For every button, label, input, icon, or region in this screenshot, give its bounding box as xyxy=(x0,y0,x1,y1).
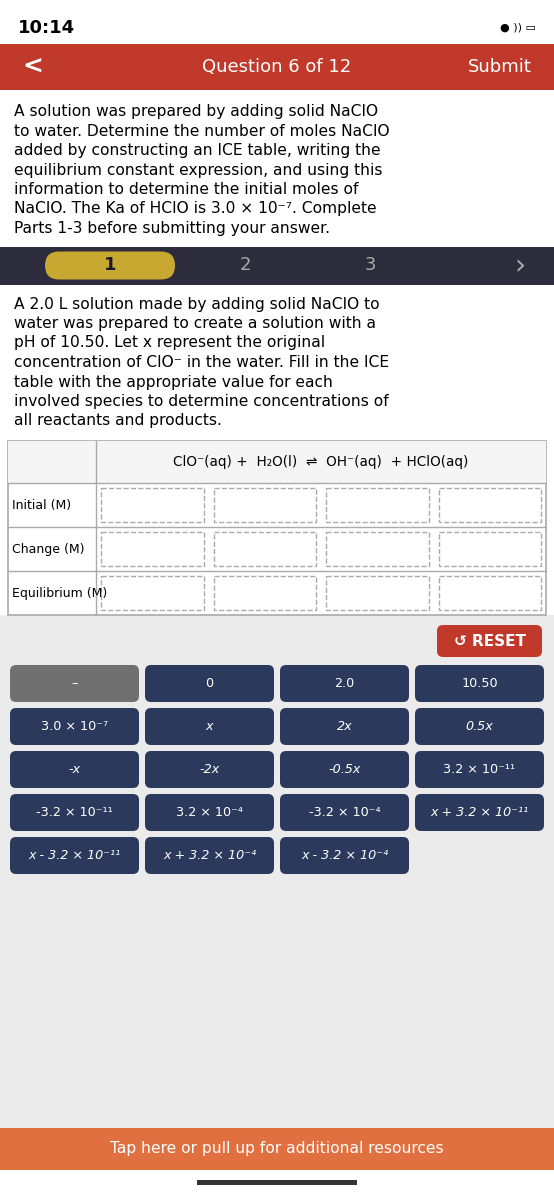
Text: 3.2 × 10⁻¹¹: 3.2 × 10⁻¹¹ xyxy=(443,763,516,776)
FancyBboxPatch shape xyxy=(280,708,409,745)
Text: 3.0 × 10⁻⁷: 3.0 × 10⁻⁷ xyxy=(41,720,108,733)
Text: added by constructing an ICE table, writing the: added by constructing an ICE table, writ… xyxy=(14,143,381,158)
Text: water was prepared to create a solution with a: water was prepared to create a solution … xyxy=(14,316,376,331)
FancyBboxPatch shape xyxy=(437,625,542,658)
Bar xyxy=(0,1128,554,1170)
FancyBboxPatch shape xyxy=(10,838,139,874)
Bar xyxy=(213,576,316,610)
Text: Equilibrium (M): Equilibrium (M) xyxy=(12,587,107,600)
Text: x: x xyxy=(206,720,213,733)
FancyBboxPatch shape xyxy=(280,838,409,874)
Bar xyxy=(0,44,554,90)
FancyBboxPatch shape xyxy=(280,665,409,702)
Text: -3.2 × 10⁻¹¹: -3.2 × 10⁻¹¹ xyxy=(36,806,113,818)
Bar xyxy=(8,440,546,482)
Text: A solution was prepared by adding solid NaClO: A solution was prepared by adding solid … xyxy=(14,104,378,119)
Text: concentration of ClO⁻ in the water. Fill in the ICE: concentration of ClO⁻ in the water. Fill… xyxy=(14,355,389,370)
FancyBboxPatch shape xyxy=(145,751,274,788)
Text: 1: 1 xyxy=(104,257,116,275)
FancyBboxPatch shape xyxy=(280,751,409,788)
Text: -3.2 × 10⁻⁴: -3.2 × 10⁻⁴ xyxy=(309,806,380,818)
Text: ● )) ▭: ● )) ▭ xyxy=(500,23,536,32)
Bar xyxy=(197,1180,357,1186)
FancyBboxPatch shape xyxy=(415,665,544,702)
Text: -0.5x: -0.5x xyxy=(329,763,361,776)
Text: 2x: 2x xyxy=(337,720,352,733)
Bar xyxy=(101,532,203,566)
FancyBboxPatch shape xyxy=(145,838,274,874)
FancyBboxPatch shape xyxy=(280,794,409,830)
Text: Initial (M): Initial (M) xyxy=(12,498,71,511)
FancyBboxPatch shape xyxy=(10,708,139,745)
Bar xyxy=(101,576,203,610)
Bar xyxy=(326,532,428,566)
Text: -2x: -2x xyxy=(199,763,219,776)
Text: -x: -x xyxy=(69,763,80,776)
Text: 10.50: 10.50 xyxy=(461,677,498,690)
Text: 10:14: 10:14 xyxy=(18,19,75,37)
Bar xyxy=(0,246,554,284)
Bar xyxy=(326,576,428,610)
Bar xyxy=(213,488,316,522)
Text: table with the appropriate value for each: table with the appropriate value for eac… xyxy=(14,374,333,390)
Bar xyxy=(8,440,546,614)
FancyBboxPatch shape xyxy=(415,708,544,745)
FancyBboxPatch shape xyxy=(145,794,274,830)
Text: Tap here or pull up for additional resources: Tap here or pull up for additional resou… xyxy=(110,1141,444,1157)
FancyBboxPatch shape xyxy=(10,665,139,702)
Text: equilibrium constant expression, and using this: equilibrium constant expression, and usi… xyxy=(14,162,382,178)
Bar xyxy=(101,488,203,522)
FancyBboxPatch shape xyxy=(10,751,139,788)
Bar xyxy=(439,532,541,566)
Text: 3.2 × 10⁻⁴: 3.2 × 10⁻⁴ xyxy=(176,806,243,818)
Text: NaClO. The Ka of HClO is 3.0 × 10⁻⁷. Complete: NaClO. The Ka of HClO is 3.0 × 10⁻⁷. Com… xyxy=(14,202,377,216)
Text: Submit: Submit xyxy=(468,58,532,76)
Text: pH of 10.50. Let x represent the original: pH of 10.50. Let x represent the origina… xyxy=(14,336,325,350)
Text: information to determine the initial moles of: information to determine the initial mol… xyxy=(14,182,358,197)
Text: 0.5x: 0.5x xyxy=(465,720,494,733)
Text: x - 3.2 × 10⁻¹¹: x - 3.2 × 10⁻¹¹ xyxy=(28,850,121,862)
FancyBboxPatch shape xyxy=(45,252,175,280)
Text: x + 3.2 × 10⁻⁴: x + 3.2 × 10⁻⁴ xyxy=(163,850,256,862)
FancyBboxPatch shape xyxy=(415,794,544,830)
Text: <: < xyxy=(22,55,43,79)
Bar xyxy=(439,488,541,522)
Text: Parts 1-3 before submitting your answer.: Parts 1-3 before submitting your answer. xyxy=(14,221,330,236)
Text: Change (M): Change (M) xyxy=(12,542,85,556)
Text: to water. Determine the number of moles NaClO: to water. Determine the number of moles … xyxy=(14,124,389,138)
Text: 2: 2 xyxy=(239,257,251,275)
Text: x + 3.2 × 10⁻¹¹: x + 3.2 × 10⁻¹¹ xyxy=(430,806,529,818)
Text: ClO⁻(aq) +  H₂O(l)  ⇌  OH⁻(aq)  + HClO(aq): ClO⁻(aq) + H₂O(l) ⇌ OH⁻(aq) + HClO(aq) xyxy=(173,455,469,469)
Text: 2.0: 2.0 xyxy=(335,677,355,690)
Text: x - 3.2 × 10⁻⁴: x - 3.2 × 10⁻⁴ xyxy=(301,850,388,862)
Text: A 2.0 L solution made by adding solid NaClO to: A 2.0 L solution made by adding solid Na… xyxy=(14,296,379,312)
FancyBboxPatch shape xyxy=(10,794,139,830)
FancyBboxPatch shape xyxy=(145,708,274,745)
Text: involved species to determine concentrations of: involved species to determine concentrat… xyxy=(14,394,389,409)
Bar xyxy=(213,532,316,566)
Text: all reactants and products.: all reactants and products. xyxy=(14,414,222,428)
Bar xyxy=(0,614,554,1128)
Bar xyxy=(439,576,541,610)
Bar xyxy=(326,488,428,522)
Text: ›: › xyxy=(515,252,526,280)
Text: 3: 3 xyxy=(364,257,376,275)
Text: 0: 0 xyxy=(206,677,213,690)
Text: ↺ RESET: ↺ RESET xyxy=(454,634,526,648)
Text: Question 6 of 12: Question 6 of 12 xyxy=(202,58,352,76)
FancyBboxPatch shape xyxy=(415,751,544,788)
Text: –: – xyxy=(71,677,78,690)
FancyBboxPatch shape xyxy=(145,665,274,702)
